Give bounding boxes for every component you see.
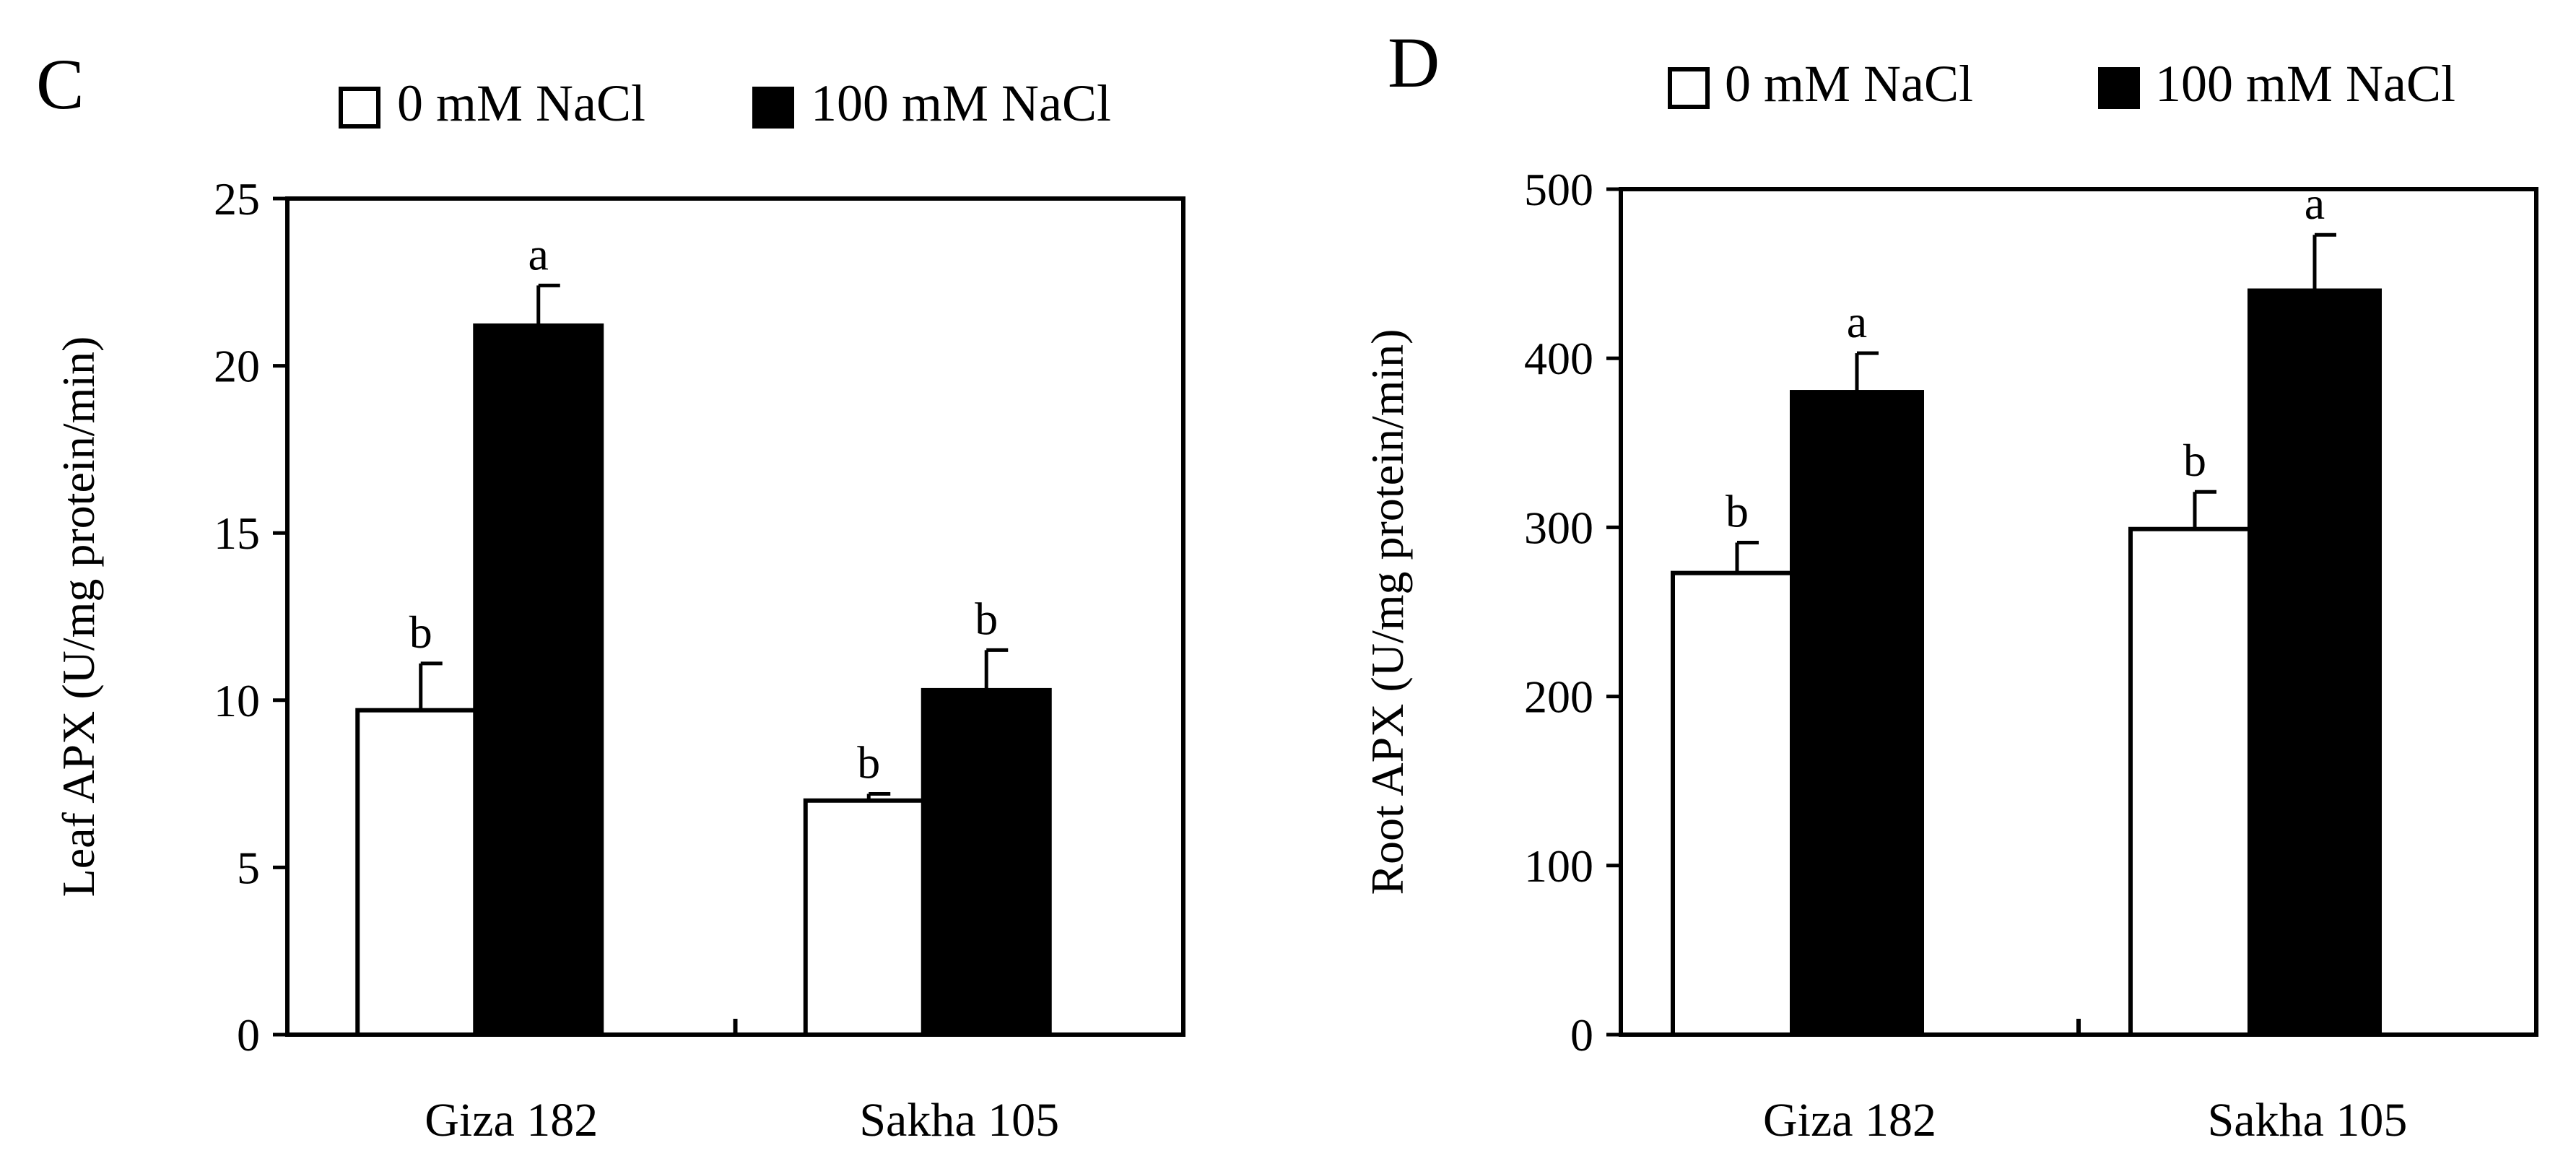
y-tick-label-c-25: 25: [214, 173, 260, 225]
panel-c-leaf-apx-chart: C 0 mM NaCl 100 mM NaCl Leaf APX (U/mg prot…: [36, 44, 1185, 1147]
y-tick-label-c-15: 15: [214, 508, 260, 559]
plot-frame-d: [1619, 187, 2538, 1037]
x-category-label-d-1: Sakha 105: [2208, 1094, 2408, 1147]
y-tick-label-c-20: 20: [214, 341, 260, 392]
panel-d-root-apx-chart: D 0 mM NaCl 100 mM NaCl Root APX (U/mg prot…: [1362, 22, 2538, 1147]
y-tick-label-c-5: 5: [237, 842, 260, 893]
legend-swatch-c-1: [752, 87, 794, 129]
legend-swatch-d-1: [2098, 67, 2140, 109]
significance-label-c-0-0: b: [409, 606, 432, 658]
panel-c-letter: C: [36, 44, 84, 124]
bar-d-1-1: [2248, 288, 2382, 1037]
significance-label-d-0-0: b: [1726, 485, 1749, 536]
x-category-label-c-1: Sakha 105: [859, 1094, 1059, 1147]
significance-label-d-0-1: b: [2183, 435, 2206, 486]
legend-label-c-1: 100 mM NaCl: [811, 74, 1111, 132]
y-axis-label-d: Root APX (U/mg protein/min): [1362, 329, 1413, 895]
significance-label-c-1-0: a: [528, 228, 549, 279]
y-tick-label-d-100: 100: [1524, 840, 1593, 892]
bar-d-1-0: [1790, 390, 1924, 1037]
panel-d-letter: D: [1388, 22, 1440, 103]
bar-d-0-1: [2128, 526, 2261, 1037]
plot-frame-c: [285, 196, 1185, 1037]
legend-label-d-0: 0 mM NaCl: [1725, 55, 1973, 113]
legend-swatch-c-0: [339, 87, 380, 129]
bar-c-0-1: [803, 798, 934, 1037]
legend-label-c-0: 0 mM NaCl: [397, 74, 645, 132]
bar-c-1-0: [473, 323, 604, 1037]
legend-swatch-d-0: [1668, 67, 1710, 109]
y-axis-label-c: Leaf APX (U/mg protein/min): [53, 336, 104, 897]
significance-label-c-0-1: b: [857, 736, 880, 788]
y-tick-label-d-500: 500: [1524, 164, 1593, 215]
y-tick-label-d-300: 300: [1524, 502, 1593, 553]
significance-label-d-1-1: a: [2305, 178, 2325, 229]
y-tick-label-d-400: 400: [1524, 333, 1593, 384]
y-tick-label-d-200: 200: [1524, 671, 1593, 723]
legend-label-d-1: 100 mM NaCl: [2155, 55, 2455, 113]
x-category-label-c-0: Giza 182: [425, 1094, 598, 1147]
x-category-label-d-0: Giza 182: [1763, 1094, 1936, 1147]
significance-label-c-1-1: b: [975, 593, 998, 644]
significance-label-d-1-0: a: [1847, 296, 1867, 347]
bar-d-0-0: [1671, 570, 1803, 1037]
bar-c-0-0: [355, 708, 487, 1037]
y-tick-label-c-10: 10: [214, 675, 260, 726]
y-tick-label-c-0: 0: [237, 1009, 260, 1061]
y-tick-label-d-0: 0: [1570, 1009, 1593, 1061]
bar-c-1-1: [921, 687, 1052, 1037]
